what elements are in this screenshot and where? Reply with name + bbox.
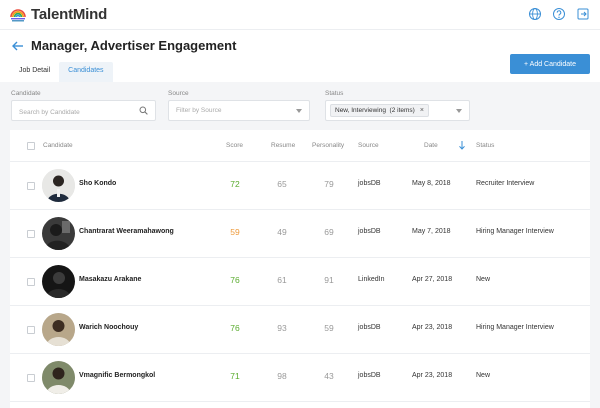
source-value: LinkedIn	[358, 276, 385, 283]
source-select-placeholder: Filter by Source	[176, 107, 222, 114]
col-date[interactable]: Date	[424, 142, 438, 149]
status-select[interactable]: New, Interviewing (2 items) ×	[325, 100, 470, 121]
score-value: 71	[230, 371, 240, 381]
table-row[interactable]: Sho Kondo 72 65 79 jobsDB May 8, 2018 Re…	[10, 162, 590, 210]
col-candidate[interactable]: Candidate	[43, 142, 73, 149]
sort-down-icon[interactable]	[458, 140, 466, 150]
globe-icon[interactable]	[528, 7, 542, 21]
avatar	[42, 361, 75, 394]
table-row[interactable]: Vmagnific Bermongkol 71 98 43 jobsDB Apr…	[10, 354, 590, 402]
candidates-table: Candidate Score Resume Personality Sourc…	[10, 130, 590, 408]
page-title: Manager, Advertiser Engagement	[31, 38, 237, 53]
avatar	[42, 217, 75, 250]
col-personality[interactable]: Personality	[312, 142, 345, 149]
source-value: jobsDB	[358, 324, 381, 331]
resume-value: 93	[277, 323, 287, 333]
date-value: May 7, 2018	[412, 228, 451, 235]
source-select[interactable]: Filter by Source	[168, 100, 310, 121]
job-header: Manager, Advertiser Engagement Job Detai…	[0, 30, 600, 82]
score-value: 76	[230, 323, 240, 333]
status-value: Hiring Manager Interview	[476, 324, 554, 331]
brand-logo[interactable]: TalentMind	[10, 6, 107, 23]
table-row[interactable]: Chantrarat Weeramahawong 59 49 69 jobsDB…	[10, 210, 590, 258]
table-header: Candidate Score Resume Personality Sourc…	[10, 130, 590, 162]
brand-name: TalentMind	[31, 6, 108, 23]
personality-value: 59	[324, 323, 334, 333]
status-value: New	[476, 372, 491, 379]
candidate-filter-label: Candidate	[11, 90, 41, 97]
add-candidate-button[interactable]: + Add Candidate	[510, 54, 590, 74]
status-chip: New, Interviewing (2 items) ×	[330, 104, 429, 117]
date-value: May 8, 2018	[412, 180, 451, 187]
personality-value: 79	[324, 179, 334, 189]
resume-value: 65	[277, 179, 287, 189]
source-value: jobsDB	[358, 180, 381, 187]
candidate-name[interactable]: Vmagnific Bermongkol	[79, 372, 156, 379]
candidate-name[interactable]: Chantrarat Weeramahawong	[79, 228, 174, 235]
date-value: Apr 23, 2018	[412, 324, 453, 331]
resume-value: 98	[277, 371, 287, 381]
row-checkbox[interactable]	[27, 230, 35, 238]
select-all-checkbox[interactable]	[27, 142, 35, 150]
status-value: Hiring Manager Interview	[476, 228, 554, 235]
back-arrow-icon[interactable]	[11, 39, 25, 53]
search-icon[interactable]	[139, 106, 148, 115]
row-checkbox[interactable]	[27, 374, 35, 382]
chevron-down-icon	[456, 109, 462, 113]
table-row[interactable]: Warich Noochouy 76 93 59 jobsDB Apr 23, …	[10, 306, 590, 354]
personality-value: 69	[324, 227, 334, 237]
row-checkbox[interactable]	[27, 182, 35, 190]
status-value: New	[476, 276, 491, 283]
candidate-search-box	[11, 100, 156, 122]
score-value: 72	[230, 179, 240, 189]
row-checkbox[interactable]	[27, 326, 35, 334]
tab-bar: Job Detail Candidates	[10, 62, 113, 82]
candidate-name[interactable]: Warich Noochouy	[79, 324, 139, 331]
status-chip-label: New, Interviewing (2 items)	[335, 107, 415, 114]
score-value: 59	[230, 227, 240, 237]
resume-value: 49	[277, 227, 287, 237]
avatar	[42, 169, 75, 202]
candidate-search-input[interactable]	[12, 103, 132, 122]
rainbow-logo-icon	[10, 8, 26, 21]
col-resume[interactable]: Resume	[271, 142, 296, 149]
col-status[interactable]: Status	[476, 142, 495, 149]
candidate-name[interactable]: Sho Kondo	[79, 180, 117, 187]
table-row[interactable]: Masakazu Arakane 76 61 91 LinkedIn Apr 2…	[10, 258, 590, 306]
status-filter-label: Status	[325, 90, 344, 97]
filter-bar: Candidate Source Filter by Source Status…	[0, 82, 600, 132]
row-checkbox[interactable]	[27, 278, 35, 286]
tab-candidates[interactable]: Candidates	[59, 62, 113, 82]
help-icon[interactable]	[552, 7, 566, 21]
date-value: Apr 27, 2018	[412, 276, 453, 283]
candidate-name[interactable]: Masakazu Arakane	[79, 276, 142, 283]
date-value: Apr 23, 2018	[412, 372, 453, 379]
col-source[interactable]: Source	[358, 142, 379, 149]
avatar	[42, 313, 75, 346]
status-value: Recruiter Interview	[476, 180, 535, 187]
tab-job-detail[interactable]: Job Detail	[19, 67, 51, 74]
source-value: jobsDB	[358, 372, 381, 379]
avatar	[42, 265, 75, 298]
col-score[interactable]: Score	[226, 142, 243, 149]
personality-value: 43	[324, 371, 334, 381]
logout-icon[interactable]	[576, 7, 590, 21]
top-bar: TalentMind	[0, 0, 600, 30]
resume-value: 61	[277, 275, 287, 285]
source-value: jobsDB	[358, 228, 381, 235]
source-filter-label: Source	[168, 90, 189, 97]
chevron-down-icon	[296, 109, 302, 113]
personality-value: 91	[324, 275, 334, 285]
score-value: 76	[230, 275, 240, 285]
close-icon[interactable]: ×	[419, 107, 424, 114]
